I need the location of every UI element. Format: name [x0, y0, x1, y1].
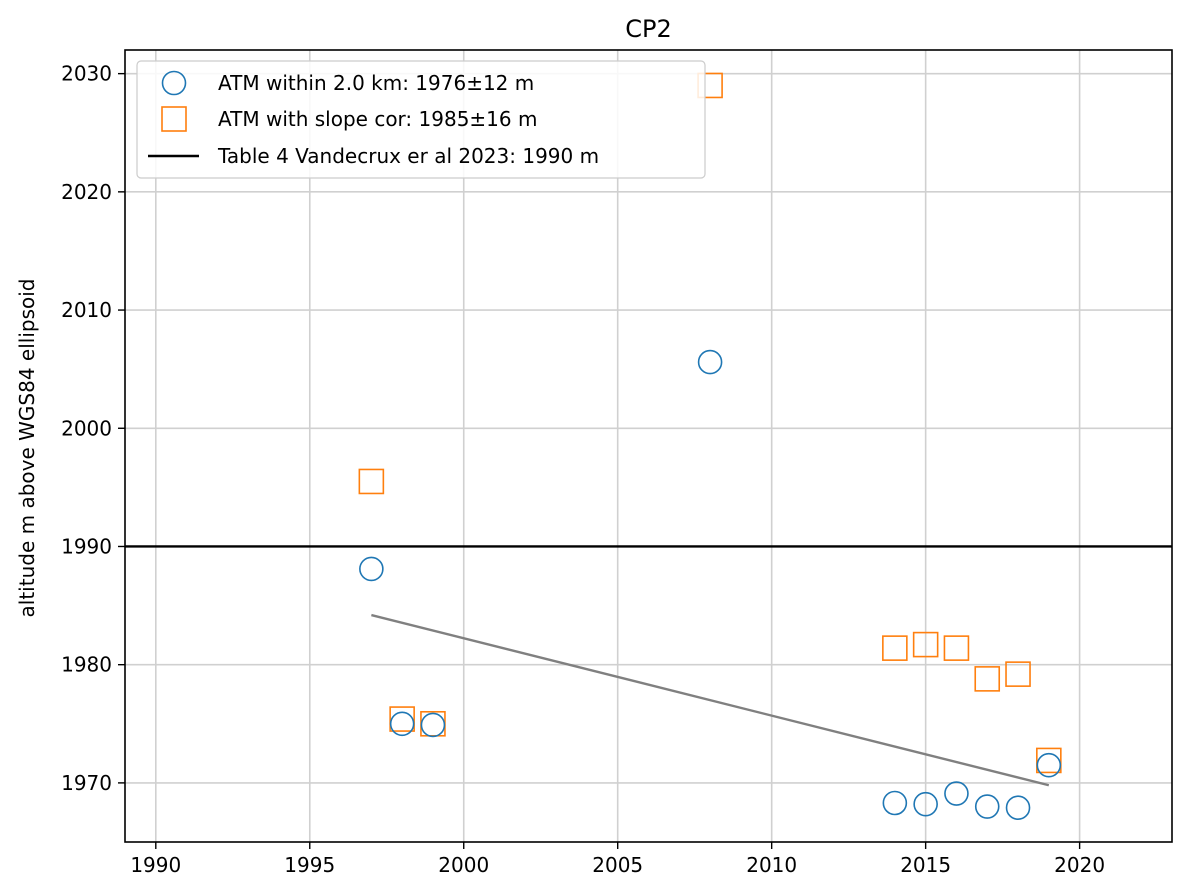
data-point-circle: [420, 712, 446, 738]
points-layer: [358, 72, 1062, 821]
data-point-square: [943, 635, 970, 661]
data-point-circle: [1036, 752, 1062, 778]
x-tick-label: 1990: [130, 853, 181, 877]
x-tick-label: 2010: [746, 853, 797, 877]
legend-label: ATM within 2.0 km: 1976±12 m: [218, 71, 534, 95]
trend-line-layer: [371, 613, 1050, 787]
data-point-square: [1005, 661, 1031, 687]
legend-circle-marker: [161, 70, 187, 96]
y-tick-label: 2000: [61, 416, 112, 440]
x-tick-label: 2000: [438, 853, 489, 877]
data-point-circle: [359, 556, 384, 582]
y-tick-label: 2030: [61, 62, 112, 86]
data-point-square: [358, 468, 385, 495]
y-axis-ticks: 1970 1980 1990 2000 2010 2020 2030: [61, 62, 125, 795]
legend-box: [136, 60, 706, 179]
chart-title: CP2: [625, 15, 672, 43]
data-point-circle: [389, 711, 415, 737]
trend-line: [371, 613, 1050, 787]
y-tick-label: 1970: [61, 771, 112, 795]
x-tick-label: 2020: [1054, 853, 1105, 877]
x-axis-ticks: 1990 1995 2000 2005 2010 2015 2020: [130, 842, 1105, 877]
data-point-square: [389, 706, 415, 732]
x-tick-label: 2005: [592, 853, 643, 877]
data-point-circle: [882, 790, 908, 816]
data-point-circle: [1005, 795, 1031, 821]
legend: ATM within 2.0 km: 1976±12 m ATM with slo…: [136, 60, 706, 179]
x-tick-label: 2015: [900, 853, 951, 877]
data-point-square: [912, 631, 939, 658]
legend-entries: ATM within 2.0 km: 1976±12 m ATM with slo…: [148, 70, 599, 168]
data-point-circle: [913, 791, 938, 817]
data-point-circle: [697, 349, 723, 375]
data-point-square: [974, 666, 1001, 692]
legend-label: ATM with slope cor: 1985±16 m: [218, 107, 537, 131]
y-tick-label: 2020: [61, 180, 112, 204]
data-point-circle: [974, 794, 1000, 819]
legend-square-marker: [161, 106, 187, 132]
y-axis-label: altitude m above WGS84 ellipsoid: [15, 279, 39, 618]
x-tick-label: 1995: [284, 853, 335, 877]
y-tick-label: 2010: [61, 298, 112, 322]
data-point-circle: [944, 781, 969, 806]
y-tick-label: 1980: [61, 653, 112, 677]
y-tick-label: 1990: [61, 534, 112, 558]
data-point-square: [1036, 747, 1062, 774]
data-point-square: [882, 635, 908, 661]
plot-area-frame: [124, 49, 1173, 843]
legend-label: Table 4 Vandecrux er al 2023: 1990 m: [217, 144, 599, 168]
